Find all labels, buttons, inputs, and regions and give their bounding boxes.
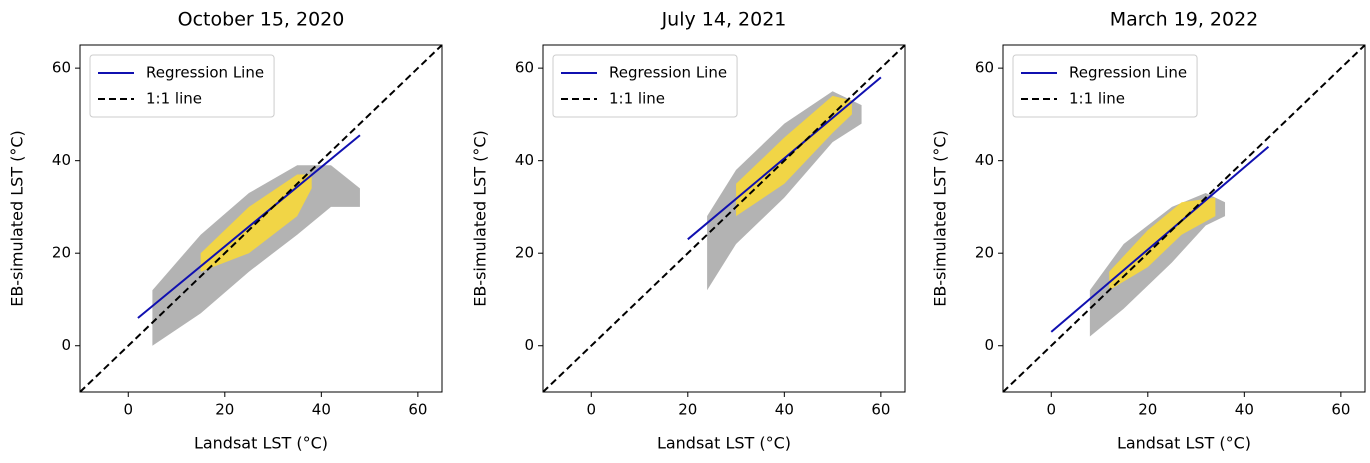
y-tick-label: 0 bbox=[524, 336, 534, 354]
y-tick-label: 60 bbox=[975, 59, 994, 77]
series-line bbox=[687, 76, 882, 241]
legend-box bbox=[1012, 54, 1198, 118]
x-tick-label: 40 bbox=[1235, 401, 1254, 419]
legend-box bbox=[552, 54, 738, 118]
y-axis-label: EB-simulated LST (°C) bbox=[931, 130, 950, 307]
plot-frame bbox=[542, 44, 906, 393]
density-region bbox=[1109, 197, 1216, 291]
x-axis-label: Landsat LST (°C) bbox=[657, 434, 791, 453]
legend-label: 1:1 line bbox=[146, 90, 202, 108]
x-tick-label: 60 bbox=[871, 401, 890, 419]
x-tick-label: 40 bbox=[775, 401, 794, 419]
x-tick-label: 20 bbox=[215, 401, 234, 419]
y-tick-label: 40 bbox=[515, 151, 534, 169]
legend-label: 1:1 line bbox=[1069, 90, 1125, 108]
plot-area bbox=[543, 45, 905, 392]
legend-label: Regression Line bbox=[146, 64, 264, 82]
series-line bbox=[543, 45, 905, 392]
y-tick-label: 20 bbox=[52, 244, 71, 262]
x-tick-label: 20 bbox=[1138, 401, 1157, 419]
y-tick-label: 0 bbox=[61, 336, 71, 354]
series-line bbox=[1003, 45, 1365, 392]
plot-area bbox=[1003, 45, 1365, 392]
x-tick-label: 40 bbox=[312, 401, 331, 419]
chart-title: July 14, 2021 bbox=[661, 9, 787, 31]
legend-label: Regression Line bbox=[1069, 64, 1187, 82]
y-tick-label: 20 bbox=[515, 244, 534, 262]
y-axis-label: EB-simulated LST (°C) bbox=[8, 130, 27, 307]
chart-title: October 15, 2020 bbox=[178, 9, 345, 31]
series-line bbox=[1050, 146, 1270, 333]
y-tick-label: 60 bbox=[52, 59, 71, 77]
legend-label: 1:1 line bbox=[609, 90, 665, 108]
y-tick-label: 60 bbox=[515, 59, 534, 77]
x-tick-label: 60 bbox=[408, 401, 427, 419]
y-axis-label: EB-simulated LST (°C) bbox=[471, 130, 490, 307]
legend-label: Regression Line bbox=[609, 64, 727, 82]
x-tick-label: 0 bbox=[123, 401, 133, 419]
density-region bbox=[152, 165, 360, 346]
series-line bbox=[137, 134, 361, 319]
x-tick-label: 0 bbox=[1046, 401, 1056, 419]
plot-frame bbox=[1002, 44, 1366, 393]
y-tick-label: 0 bbox=[984, 336, 994, 354]
x-axis-label: Landsat LST (°C) bbox=[194, 434, 328, 453]
x-tick-label: 0 bbox=[586, 401, 596, 419]
x-tick-label: 60 bbox=[1331, 401, 1350, 419]
legend-box bbox=[89, 54, 275, 118]
plot-area bbox=[80, 45, 442, 392]
plot-frame bbox=[79, 44, 443, 393]
chart-title: March 19, 2022 bbox=[1110, 9, 1259, 31]
series-line bbox=[80, 45, 442, 392]
y-tick-label: 20 bbox=[975, 244, 994, 262]
y-tick-label: 40 bbox=[975, 151, 994, 169]
x-axis-label: Landsat LST (°C) bbox=[1117, 434, 1251, 453]
x-tick-label: 20 bbox=[678, 401, 697, 419]
y-tick-label: 40 bbox=[52, 151, 71, 169]
